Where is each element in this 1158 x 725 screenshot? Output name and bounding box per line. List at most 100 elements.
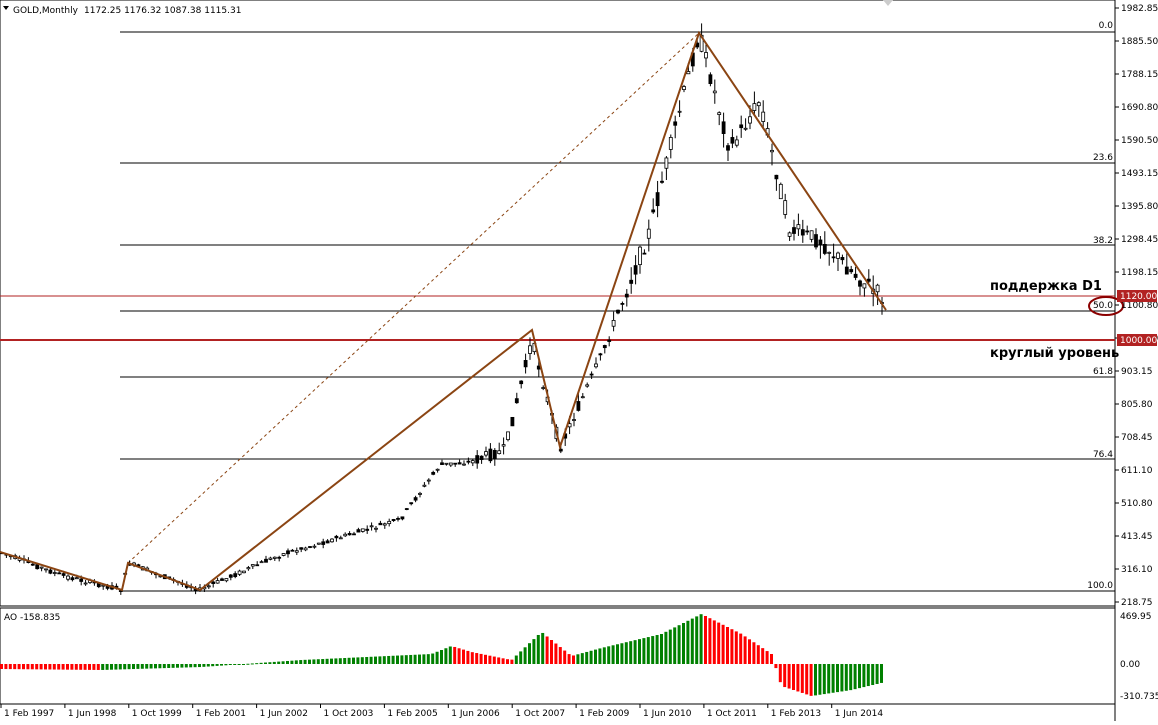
fib-label-23-6: 23.6	[1093, 153, 1113, 163]
ao-bar	[620, 643, 624, 664]
ao-bar	[396, 655, 399, 664]
ao-bar	[523, 647, 527, 664]
ao-bar	[114, 664, 118, 670]
candle	[866, 269, 871, 283]
ao-bar	[484, 654, 487, 664]
ao-bar	[242, 664, 245, 665]
candle	[400, 516, 405, 521]
candle	[849, 265, 854, 274]
ao-bar	[299, 660, 303, 664]
ao-bar	[836, 664, 839, 693]
ao-bar	[325, 658, 329, 664]
ao-bar	[61, 664, 65, 670]
ao-bar	[739, 633, 743, 664]
ao-bar	[510, 659, 514, 664]
ao-bar	[831, 664, 835, 693]
candle	[303, 546, 308, 552]
ao-bar	[88, 664, 91, 670]
candle	[646, 219, 651, 252]
ao-bar	[814, 664, 817, 696]
price-axis-label: 708.45	[1121, 433, 1153, 443]
price-axis-label: 1493.15	[1121, 169, 1158, 179]
time-axis-label: 1 Jun 2006	[451, 709, 500, 719]
ao-bar	[642, 638, 646, 664]
time-axis-label: 1 Feb 2009	[579, 709, 630, 719]
candle	[774, 174, 779, 191]
time-axis-label: 1 Feb 2001	[196, 709, 246, 719]
candle	[497, 442, 502, 455]
time-axis-label: 1 Feb 2005	[387, 709, 437, 719]
candle	[365, 525, 370, 534]
candle	[726, 142, 730, 162]
candle	[739, 115, 744, 138]
ao-bar	[145, 664, 149, 669]
fib-base-dashed-line[interactable]	[127, 32, 700, 564]
candle	[633, 255, 638, 285]
ao-bar	[453, 646, 457, 664]
candle	[875, 283, 880, 306]
fibonacci-retracement[interactable]: 0.0 23.6 38.2 50.0 61.8 76.4 100.0	[120, 21, 1115, 592]
zigzag-line[interactable]	[0, 30, 887, 592]
candle	[862, 283, 867, 297]
ao-bar	[545, 636, 549, 664]
candle	[338, 535, 343, 540]
ao-bar	[246, 663, 250, 665]
ao-bar	[4, 664, 8, 670]
ao-bar	[409, 654, 413, 664]
candle	[510, 416, 515, 427]
ao-bar	[519, 651, 523, 664]
candle	[818, 236, 823, 259]
candle	[321, 538, 326, 549]
candle	[673, 115, 678, 139]
ao-bar	[440, 650, 443, 664]
annotation-circle[interactable]	[1088, 296, 1124, 316]
ao-bar	[39, 664, 43, 670]
ao-bar	[497, 657, 501, 664]
ao-bar	[554, 643, 558, 664]
candle	[347, 531, 352, 536]
ao-bar	[206, 664, 210, 667]
candle	[211, 580, 216, 588]
ao-bar	[44, 664, 47, 670]
candle	[651, 198, 656, 214]
candle	[783, 193, 788, 219]
candle	[290, 548, 295, 552]
candle	[101, 584, 106, 590]
ao-bar	[8, 664, 12, 670]
candle	[642, 249, 647, 255]
ao-bar	[651, 636, 655, 664]
ao-bar	[655, 635, 659, 664]
candle	[580, 393, 585, 399]
ao-bar	[730, 629, 734, 664]
candle	[237, 569, 242, 576]
ao-bar	[189, 664, 193, 668]
ao-label: AO -158.835	[4, 613, 60, 623]
ao-bar	[17, 664, 21, 670]
symbol-dropdown-icon[interactable]	[3, 6, 9, 10]
ao-bar	[629, 641, 633, 664]
fib-label-76-4: 76.4	[1093, 450, 1113, 460]
chart-shift-marker-icon[interactable]	[883, 0, 893, 6]
candle	[541, 385, 546, 391]
ao-bar	[479, 653, 483, 664]
ao-bar	[743, 636, 747, 664]
ao-bar	[30, 664, 34, 670]
ao-bar	[488, 655, 492, 664]
ao-bar	[198, 664, 201, 668]
ao-bar	[528, 643, 531, 664]
ao-bar	[303, 659, 307, 664]
candle	[506, 431, 510, 442]
candle	[330, 538, 334, 543]
candle	[457, 459, 462, 465]
candle	[831, 243, 836, 263]
candle	[664, 156, 669, 181]
price-axis-label: 413.45	[1121, 532, 1153, 542]
candle	[422, 482, 427, 488]
candle	[44, 568, 48, 573]
ao-bar	[360, 657, 364, 664]
candle	[822, 231, 827, 256]
candle	[655, 180, 660, 218]
candle	[770, 143, 774, 166]
